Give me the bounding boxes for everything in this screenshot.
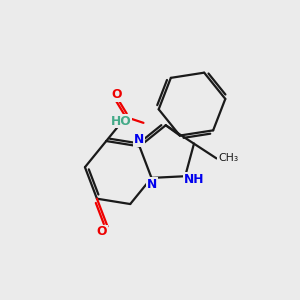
Text: NH: NH xyxy=(184,173,204,186)
Text: O: O xyxy=(97,225,107,238)
Text: CH₃: CH₃ xyxy=(218,153,238,164)
Text: N: N xyxy=(147,178,157,191)
Text: HO: HO xyxy=(111,115,131,128)
Text: N: N xyxy=(134,133,144,146)
Text: O: O xyxy=(112,88,122,101)
